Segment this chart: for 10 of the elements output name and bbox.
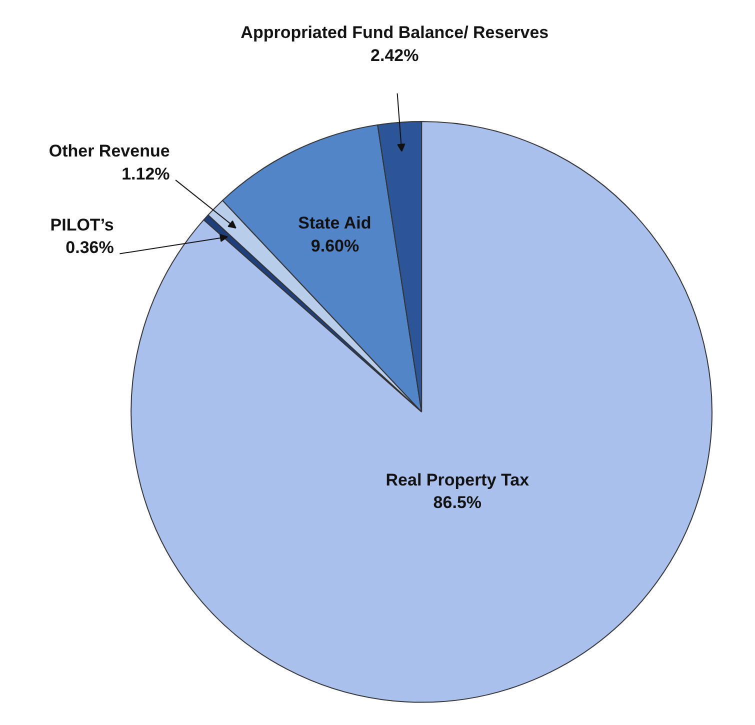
data-label: 1.12% bbox=[122, 164, 170, 184]
data-label: 86.5% bbox=[433, 493, 482, 512]
slice-label: Real Property Tax bbox=[386, 470, 530, 490]
slice-label: Appropriated Fund Balance/ Reserves bbox=[240, 23, 549, 42]
slice-label: State Aid bbox=[298, 213, 372, 232]
data-label: 0.36% bbox=[66, 238, 114, 258]
data-label: 9.60% bbox=[310, 236, 360, 256]
slice-label: Other Revenue bbox=[48, 142, 170, 161]
data-label: 2.42% bbox=[370, 46, 419, 66]
slice-label: PILOT’s bbox=[50, 215, 114, 234]
